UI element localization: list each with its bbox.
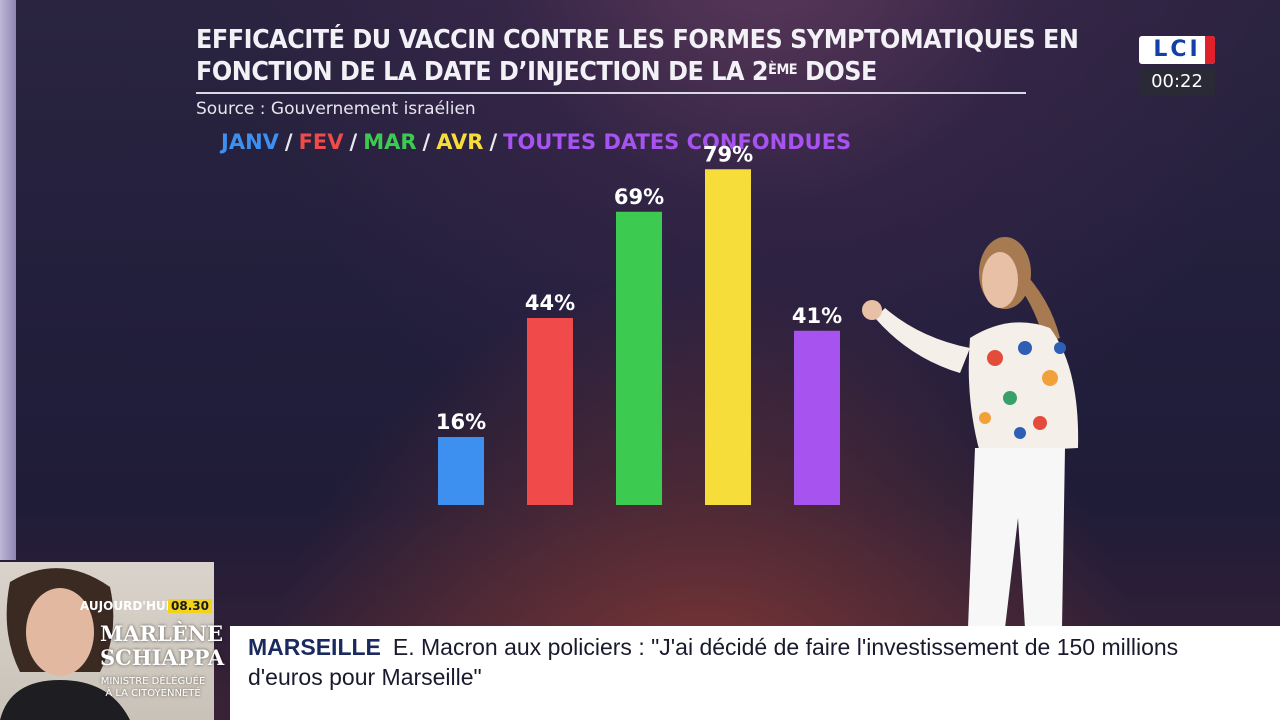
guest-role-line-1: MINISTRE DÉLÉGUÉE — [100, 676, 206, 687]
guest-role-line-2: À LA CITOYENNETÉ — [105, 688, 201, 699]
bar-value-label-4: 79% — [703, 142, 753, 166]
chart-title-line-2: FONCTION DE LA DATE D’INJECTION DE LA 2È… — [196, 56, 969, 88]
chart-source: Source : Gouvernement israélien — [196, 99, 476, 119]
chart-title: EFFICACITÉ DU VACCIN CONTRE LES FORMES S… — [196, 24, 1079, 88]
bar-5 — [794, 330, 840, 505]
legend-separator: / — [349, 130, 358, 154]
channel-logo-accent — [1205, 36, 1215, 64]
legend-separator: / — [284, 130, 293, 154]
bar-1 — [438, 437, 484, 505]
ticker-headline: E. Macron aux policiers : "J'ai décidé d… — [248, 634, 1179, 690]
chart-title-superscript: ÈME — [768, 62, 798, 78]
bar-value-label-1: 16% — [436, 410, 486, 434]
legend-item-mar: MAR — [363, 130, 417, 154]
bar-value-label-5: 41% — [792, 304, 842, 328]
guest-name: MARLÈNE SCHIAPPA — [100, 621, 225, 670]
guest-photo — [0, 568, 130, 720]
bar-3 — [616, 211, 662, 505]
guest-role: MINISTRE DÉLÉGUÉE À LA CITOYENNETÉ — [92, 676, 214, 700]
bar-value-label-2: 44% — [525, 291, 575, 315]
legend-item-fev: FEV — [298, 130, 344, 154]
chart-title-line-1: EFFICACITÉ DU VACCIN CONTRE LES FORMES S… — [196, 25, 1079, 55]
ticker-text: MARSEILLE E. Macron aux policiers : "J'ai… — [248, 632, 1258, 692]
guest-first-name: MARLÈNE — [100, 621, 223, 646]
inset-schedule-time: 08.30 — [168, 599, 212, 613]
guest-last-name: SCHIAPPA — [100, 645, 225, 670]
legend-item-janv: JANV — [221, 130, 279, 154]
chart-title-line-2-suffix: DOSE — [797, 57, 877, 87]
bar-2 — [527, 318, 573, 505]
screen-edge — [0, 0, 16, 560]
broadcast-clock: 00:22 — [1139, 68, 1215, 96]
news-ticker: MARSEILLE E. Macron aux policiers : "J'ai… — [230, 626, 1280, 720]
legend-separator: / — [422, 130, 431, 154]
legend-item-avr: AVR — [436, 130, 484, 154]
bar-4 — [705, 169, 751, 505]
legend-item-toutes: TOUTES DATES CONFONDUES — [503, 130, 852, 154]
presenter-figure — [862, 237, 1079, 628]
channel-logo: LCI — [1139, 36, 1215, 64]
bar-value-label-3: 69% — [614, 185, 664, 209]
inset-schedule-label: AUJOURD'HUI — [80, 599, 171, 613]
legend-separator: / — [489, 130, 498, 154]
upcoming-guest-inset — [0, 562, 214, 720]
channel-logo-text: LCI — [1153, 37, 1201, 62]
ticker-topic: MARSEILLE — [248, 634, 381, 660]
chart-title-line-2-prefix: FONCTION DE LA DATE D’INJECTION DE LA 2 — [196, 57, 769, 87]
chart-legend: JANV / FEV / MAR / AVR / TOUTES DATES CONFONDUES — [221, 130, 851, 154]
title-underline — [196, 92, 1026, 94]
